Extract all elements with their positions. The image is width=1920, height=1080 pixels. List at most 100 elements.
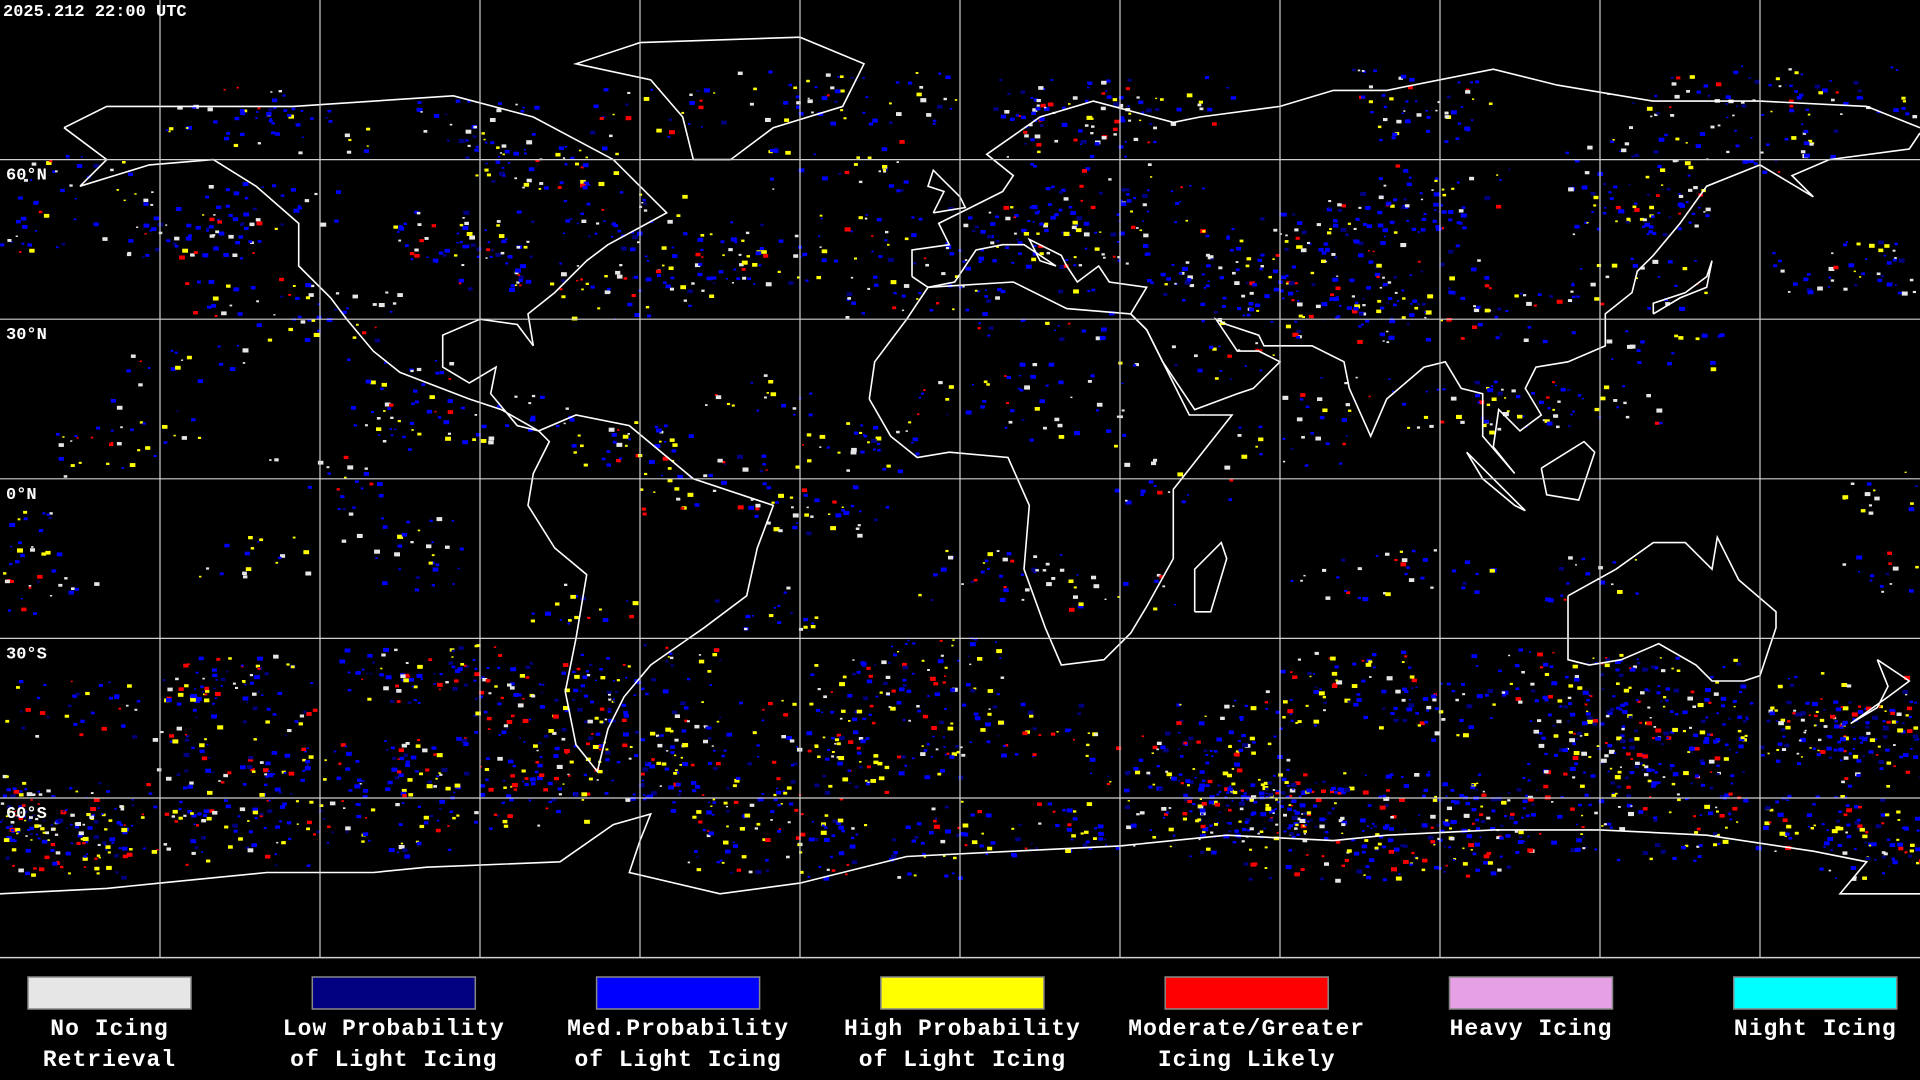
icing-pixel: [1497, 868, 1502, 872]
icing-pixel: [1539, 400, 1544, 405]
icing-pixel: [840, 89, 845, 93]
icing-pixel: [226, 131, 231, 135]
icing-pixel: [985, 722, 991, 727]
icing-pixel: [1879, 705, 1883, 709]
icing-pixel: [1412, 299, 1418, 303]
icing-pixel: [1034, 407, 1040, 411]
icing-pixel: [1156, 765, 1161, 768]
icing-pixel: [1475, 665, 1479, 667]
icing-pixel: [885, 675, 891, 679]
icing-pixel: [502, 153, 505, 156]
icing-pixel: [356, 803, 361, 806]
icing-pixel: [237, 312, 243, 316]
icing-pixel: [528, 718, 532, 721]
icing-pixel: [518, 275, 524, 280]
icing-pixel: [370, 380, 376, 385]
icing-pixel: [884, 765, 890, 770]
icing-pixel: [1336, 315, 1341, 318]
icing-pixel: [726, 787, 730, 790]
icing-pixel: [1474, 842, 1481, 847]
icing-pixel: [1514, 830, 1519, 833]
icing-pixel: [962, 703, 967, 707]
icing-pixel: [232, 253, 238, 257]
icing-pixel: [1279, 289, 1284, 293]
icing-pixel: [435, 828, 441, 833]
icing-pixel: [595, 679, 598, 681]
icing-pixel: [1401, 206, 1406, 210]
icing-pixel: [204, 698, 210, 703]
icing-pixel: [810, 673, 815, 677]
icing-pixel: [1304, 464, 1309, 467]
icing-pixel: [1160, 98, 1164, 101]
icing-pixel: [653, 491, 656, 493]
icing-pixel: [438, 807, 442, 810]
icing-pixel: [1779, 831, 1786, 836]
icing-pixel: [257, 142, 261, 145]
icing-pixel: [1530, 682, 1535, 686]
icing-pixel: [1087, 81, 1093, 85]
icing-pixel: [1381, 689, 1387, 694]
icing-pixel: [226, 670, 229, 673]
icing-pixel: [370, 672, 373, 675]
icing-pixel: [263, 768, 269, 773]
icing-pixel: [871, 721, 876, 725]
icing-pixel: [788, 83, 793, 87]
icing-pixel: [73, 723, 78, 726]
icing-pixel: [24, 788, 28, 791]
icing-pixel: [756, 409, 760, 412]
icing-pixel: [1250, 862, 1257, 867]
icing-pixel: [1300, 248, 1307, 253]
icing-pixel: [764, 396, 767, 399]
icing-pixel: [1803, 141, 1810, 146]
icing-pixel: [1117, 596, 1120, 598]
icing-pixel: [809, 702, 814, 706]
icing-pixel: [140, 816, 145, 819]
icing-pixel: [1826, 829, 1829, 832]
icing-pixel: [980, 230, 986, 234]
icing-pixel: [1072, 96, 1078, 100]
icing-pixel: [1081, 169, 1087, 173]
icing-pixel: [1603, 183, 1606, 185]
icing-pixel: [661, 762, 667, 766]
icing-pixel: [1032, 252, 1038, 256]
icing-pixel: [1531, 689, 1536, 693]
icing-pixel: [1642, 769, 1645, 771]
icing-pixel: [1272, 354, 1275, 356]
icing-pixel: [1079, 184, 1084, 188]
icing-pixel: [974, 289, 978, 292]
icing-pixel: [1699, 759, 1705, 763]
icing-pixel: [1333, 219, 1338, 223]
icing-pixel: [942, 681, 946, 684]
icing-pixel: [1900, 730, 1906, 734]
icing-pixel: [257, 656, 263, 661]
icing-pixel: [1165, 811, 1169, 814]
icing-pixel: [1251, 795, 1257, 799]
icing-pixel: [10, 821, 15, 824]
icing-pixel: [1070, 838, 1074, 841]
icing-pixel: [1011, 853, 1018, 858]
icing-pixel: [1663, 731, 1670, 736]
icing-pixel: [1646, 106, 1653, 111]
icing-pixel: [645, 277, 652, 282]
icing-pixel: [987, 334, 991, 337]
icing-pixel: [1734, 129, 1737, 132]
icing-pixel: [826, 94, 830, 97]
icing-pixel: [423, 130, 428, 133]
icing-pixel: [1572, 755, 1579, 760]
icing-pixel: [1728, 748, 1732, 751]
icing-pixel: [1418, 814, 1421, 816]
icing-pixel: [1656, 691, 1661, 695]
icing-pixel: [380, 387, 384, 391]
icing-pixel: [918, 292, 922, 295]
icing-pixel: [1207, 779, 1213, 784]
icing-pixel: [1670, 730, 1675, 734]
icing-pixel: [836, 742, 841, 746]
icing-pixel: [1401, 289, 1405, 292]
icing-pixel: [665, 646, 669, 649]
icing-pixel: [400, 842, 404, 845]
icing-pixel: [327, 472, 331, 475]
icing-pixel: [18, 680, 24, 684]
icing-pixel: [811, 622, 815, 625]
icing-pixel: [569, 217, 573, 221]
icing-pixel: [281, 841, 286, 845]
